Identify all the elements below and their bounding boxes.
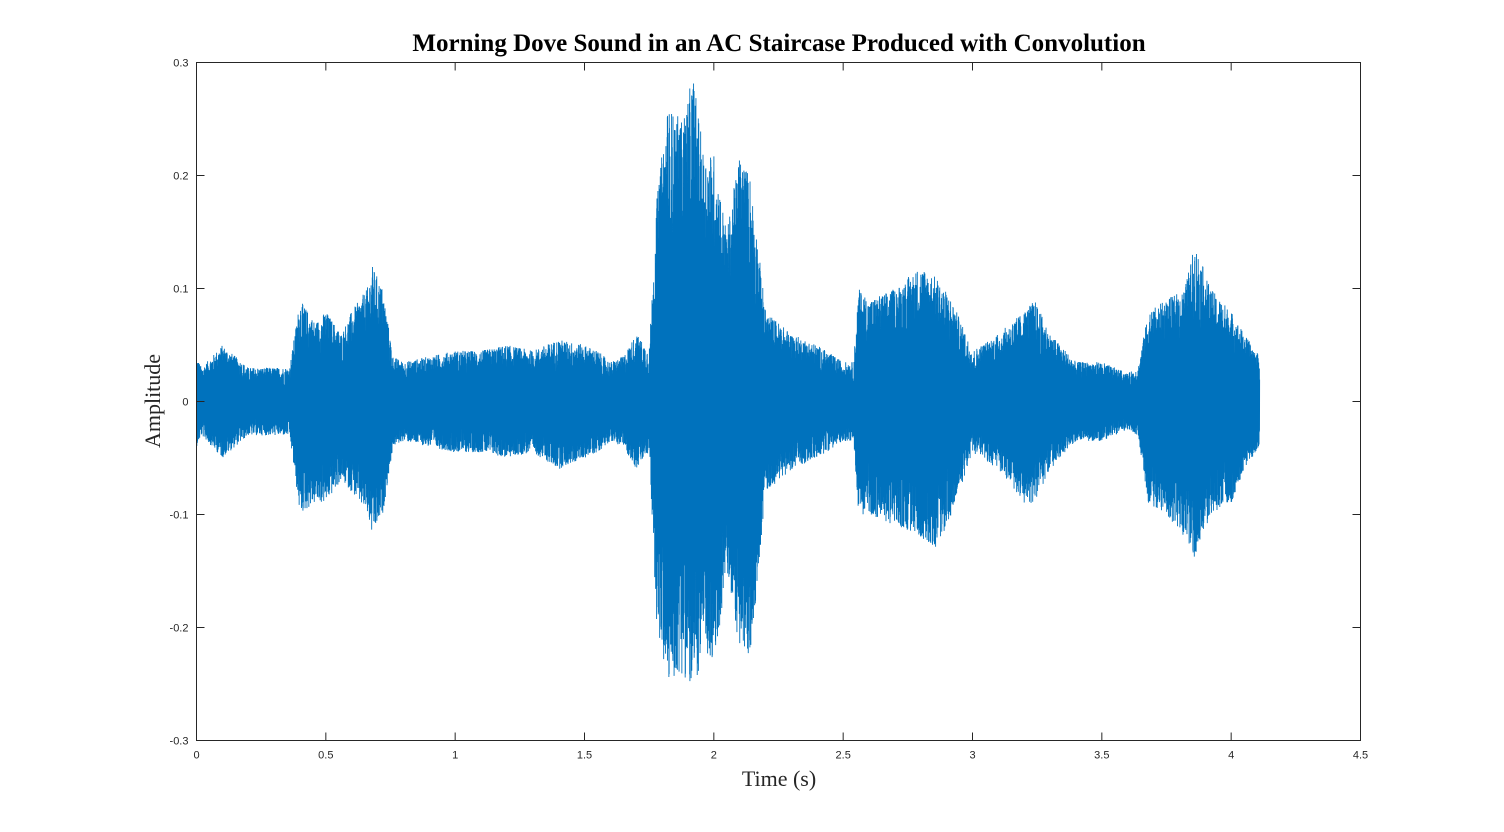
x-tick-label: 2 — [711, 750, 717, 762]
x-tick-label: 3 — [969, 750, 975, 762]
x-tick-label: 1.5 — [577, 750, 592, 762]
y-tick-label: 0.1 — [173, 284, 188, 296]
x-tick-label: 4.5 — [1353, 750, 1368, 762]
y-axis-label: Amplitude — [140, 354, 165, 448]
y-tick-label: 0 — [182, 397, 188, 409]
plot-area — [196, 83, 1261, 682]
waveform-series-line — [196, 83, 1261, 682]
x-tick-label: 0.5 — [318, 750, 333, 762]
y-tick-label: 0.3 — [173, 58, 188, 70]
axis-ticks: 0 0.5 1 1.5 2 2.5 3 3.5 4 4.5 -0.3 -0.2 -0.1 0 0.1 0.2 0… — [170, 58, 1369, 762]
x-tick-label: 3.5 — [1094, 750, 1109, 762]
y-tick-label: -0.3 — [170, 736, 189, 748]
chart-title: Morning Dove Sound in an AC Staircase Pr… — [412, 30, 1145, 57]
x-tick-label: 1 — [452, 750, 458, 762]
x-tick-label: 2.5 — [836, 750, 851, 762]
y-tick-label: 0.2 — [173, 171, 188, 183]
x-axis-label: Time (s) — [742, 766, 816, 791]
y-tick-label: -0.2 — [170, 623, 189, 635]
x-tick-label: 4 — [1228, 750, 1234, 762]
x-tick-label: 0 — [193, 750, 199, 762]
y-tick-label: -0.1 — [170, 510, 189, 522]
